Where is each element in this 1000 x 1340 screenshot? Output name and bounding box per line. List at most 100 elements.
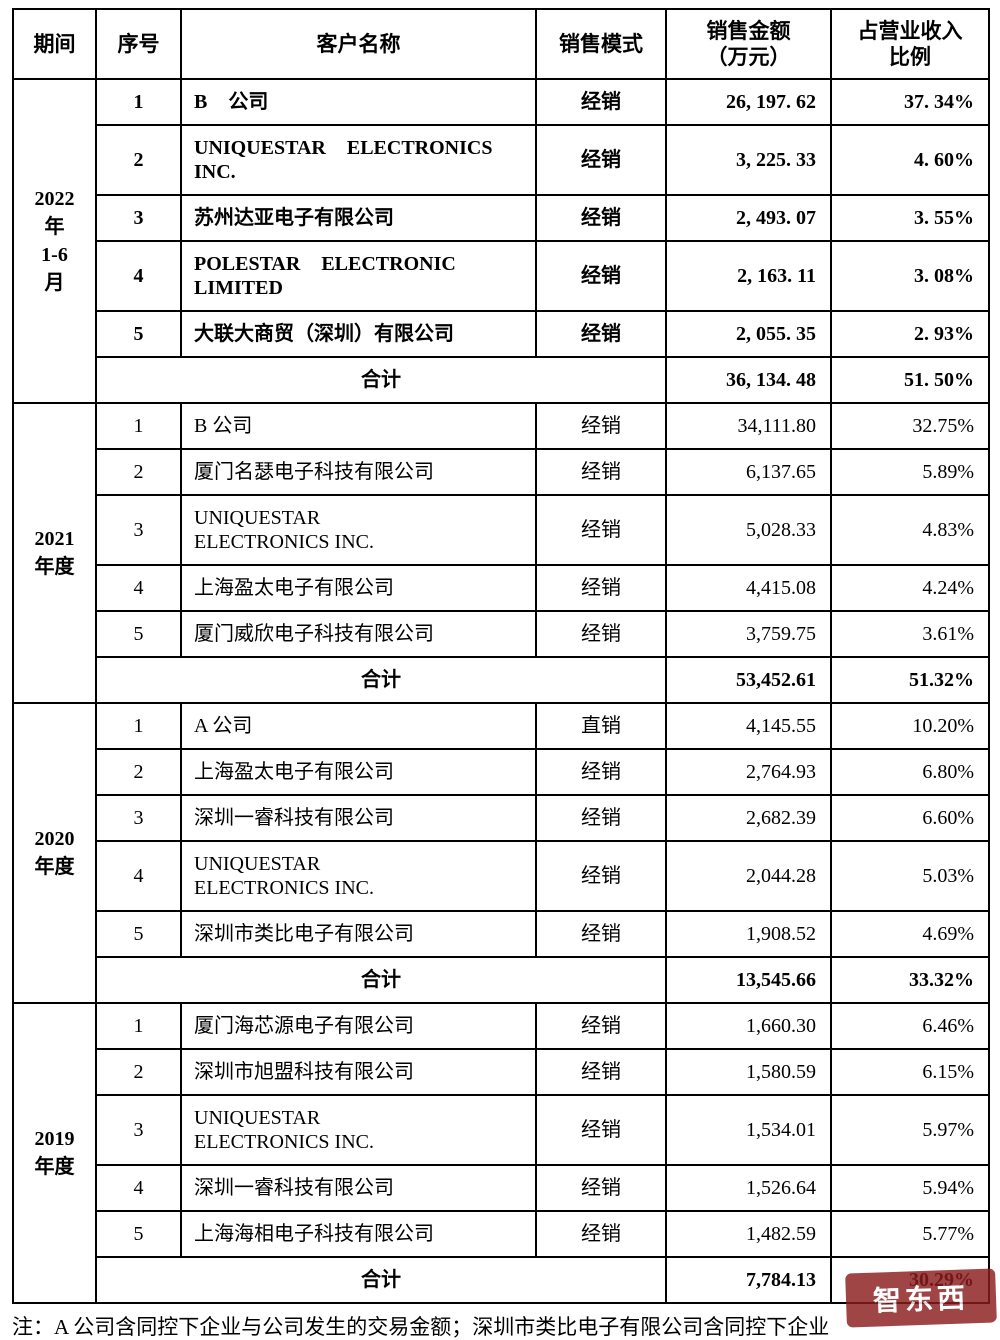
top-customers-sales-table: 期间 序号 客户名称 销售模式 销售金额 （万元） 占营业收入 比例 2022 … xyxy=(12,8,990,1304)
ratio-cell: 5.89% xyxy=(831,449,989,495)
period-cell: 2020 年度 xyxy=(13,703,96,1003)
index-cell: 2 xyxy=(96,125,181,195)
index-cell: 1 xyxy=(96,403,181,449)
index-cell: 4 xyxy=(96,565,181,611)
ratio-cell: 5.94% xyxy=(831,1165,989,1211)
amount-cell: 34,111.80 xyxy=(666,403,831,449)
mode-cell: 经销 xyxy=(536,1095,666,1165)
customer-cell: 上海盈太电子有限公司 xyxy=(181,749,536,795)
customer-cell: UNIQUESTAR ELECTRONICS INC. xyxy=(181,495,536,565)
amount-cell: 3,759.75 xyxy=(666,611,831,657)
index-cell: 4 xyxy=(96,241,181,311)
index-cell: 3 xyxy=(96,795,181,841)
customer-cell: POLESTAR ELECTRONIC LIMITED xyxy=(181,241,536,311)
mode-cell: 直销 xyxy=(536,703,666,749)
ratio-cell: 5.97% xyxy=(831,1095,989,1165)
customer-cell: 上海盈太电子有限公司 xyxy=(181,565,536,611)
mode-cell: 经销 xyxy=(536,1165,666,1211)
mode-cell: 经销 xyxy=(536,403,666,449)
index-cell: 4 xyxy=(96,1165,181,1211)
period-cell: 2021 年度 xyxy=(13,403,96,703)
total-label-cell: 合计 xyxy=(96,1257,666,1303)
total-label-cell: 合计 xyxy=(96,657,666,703)
index-cell: 1 xyxy=(96,1003,181,1049)
ratio-cell: 4. 60% xyxy=(831,125,989,195)
total-label-cell: 合计 xyxy=(96,957,666,1003)
amount-cell: 5,028.33 xyxy=(666,495,831,565)
amount-cell: 26, 197. 62 xyxy=(666,79,831,125)
period-cell: 2019 年度 xyxy=(13,1003,96,1303)
customer-cell: 深圳一睿科技有限公司 xyxy=(181,1165,536,1211)
index-cell: 3 xyxy=(96,1095,181,1165)
mode-cell: 经销 xyxy=(536,565,666,611)
index-cell: 4 xyxy=(96,841,181,911)
ratio-cell: 10.20% xyxy=(831,703,989,749)
header-ratio: 占营业收入 比例 xyxy=(831,9,989,79)
header-customer: 客户名称 xyxy=(181,9,536,79)
mode-cell: 经销 xyxy=(536,311,666,357)
header-period: 期间 xyxy=(13,9,96,79)
customer-cell: B 公司 xyxy=(181,79,536,125)
amount-cell: 2,682.39 xyxy=(666,795,831,841)
mode-cell: 经销 xyxy=(536,611,666,657)
index-cell: 2 xyxy=(96,1049,181,1095)
amount-cell: 2,044.28 xyxy=(666,841,831,911)
header-row: 期间 序号 客户名称 销售模式 销售金额 （万元） 占营业收入 比例 xyxy=(13,9,989,79)
amount-cell: 2,764.93 xyxy=(666,749,831,795)
ratio-cell: 3. 08% xyxy=(831,241,989,311)
total-ratio-cell: 30.29% xyxy=(831,1257,989,1303)
customer-cell: 厦门名瑟电子科技有限公司 xyxy=(181,449,536,495)
ratio-cell: 32.75% xyxy=(831,403,989,449)
mode-cell: 经销 xyxy=(536,749,666,795)
total-label-cell: 合计 xyxy=(96,357,666,403)
mode-cell: 经销 xyxy=(536,449,666,495)
period-cell: 2022 年 1-6 月 xyxy=(13,79,96,403)
customer-cell: 大联大商贸（深圳）有限公司 xyxy=(181,311,536,357)
amount-cell: 2, 493. 07 xyxy=(666,195,831,241)
amount-cell: 4,145.55 xyxy=(666,703,831,749)
ratio-cell: 5.77% xyxy=(831,1211,989,1257)
mode-cell: 经销 xyxy=(536,79,666,125)
customer-cell: UNIQUESTAR ELECTRONICS INC. xyxy=(181,841,536,911)
total-ratio-cell: 51.32% xyxy=(831,657,989,703)
amount-cell: 1,526.64 xyxy=(666,1165,831,1211)
ratio-cell: 6.46% xyxy=(831,1003,989,1049)
footnote: 注：A 公司含同控下企业与公司发生的交易金额；深圳市类比电子有限公司含同控下企业 xyxy=(12,1314,988,1340)
amount-cell: 1,580.59 xyxy=(666,1049,831,1095)
amount-cell: 2, 055. 35 xyxy=(666,311,831,357)
total-amount-cell: 53,452.61 xyxy=(666,657,831,703)
index-cell: 2 xyxy=(96,449,181,495)
total-ratio-cell: 33.32% xyxy=(831,957,989,1003)
customer-cell: 深圳市旭盟科技有限公司 xyxy=(181,1049,536,1095)
amount-cell: 1,660.30 xyxy=(666,1003,831,1049)
total-amount-cell: 7,784.13 xyxy=(666,1257,831,1303)
mode-cell: 经销 xyxy=(536,841,666,911)
amount-cell: 4,415.08 xyxy=(666,565,831,611)
header-mode: 销售模式 xyxy=(536,9,666,79)
mode-cell: 经销 xyxy=(536,495,666,565)
mode-cell: 经销 xyxy=(536,795,666,841)
ratio-cell: 6.80% xyxy=(831,749,989,795)
total-ratio-cell: 51. 50% xyxy=(831,357,989,403)
mode-cell: 经销 xyxy=(536,911,666,957)
customer-cell: 苏州达亚电子有限公司 xyxy=(181,195,536,241)
ratio-cell: 6.60% xyxy=(831,795,989,841)
index-cell: 3 xyxy=(96,195,181,241)
customer-cell: 厦门威欣电子科技有限公司 xyxy=(181,611,536,657)
index-cell: 3 xyxy=(96,495,181,565)
amount-cell: 1,534.01 xyxy=(666,1095,831,1165)
